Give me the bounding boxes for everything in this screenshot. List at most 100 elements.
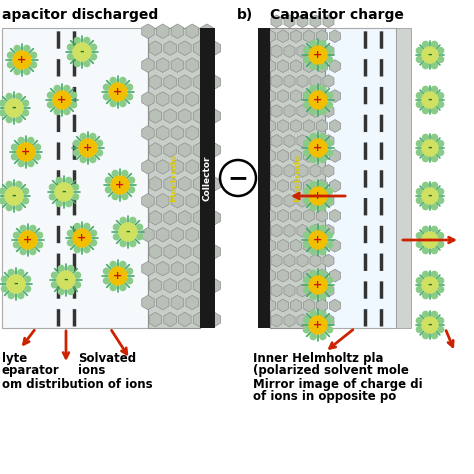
Circle shape [130,240,136,246]
Circle shape [30,52,36,58]
Polygon shape [329,60,340,73]
Polygon shape [193,177,206,191]
Circle shape [91,54,97,60]
Polygon shape [264,239,275,252]
Polygon shape [284,45,295,57]
Circle shape [423,311,428,318]
Circle shape [35,144,41,150]
Circle shape [431,134,438,140]
Circle shape [52,282,57,288]
Circle shape [49,184,55,190]
Polygon shape [264,60,275,73]
Polygon shape [284,75,295,88]
Text: Inner Helmholtz pla: Inner Helmholtz pla [253,352,383,365]
Polygon shape [271,135,282,147]
Polygon shape [149,143,162,157]
Circle shape [16,117,22,123]
Polygon shape [271,15,282,27]
Polygon shape [264,269,275,282]
Text: -: - [428,191,432,201]
Circle shape [112,171,118,176]
Circle shape [74,282,81,288]
Polygon shape [329,299,340,312]
Circle shape [103,84,109,90]
Circle shape [423,204,428,210]
Circle shape [17,143,35,161]
Circle shape [1,286,8,292]
Circle shape [309,276,327,294]
Circle shape [74,246,80,253]
Polygon shape [179,312,191,327]
Circle shape [14,69,20,74]
Polygon shape [317,60,328,73]
Polygon shape [303,119,314,132]
Text: of ions in opposite po: of ions in opposite po [253,390,396,403]
Polygon shape [208,278,220,293]
Polygon shape [271,164,282,177]
Polygon shape [291,90,301,102]
Circle shape [320,64,326,70]
Polygon shape [277,210,289,222]
Circle shape [327,242,333,248]
Circle shape [84,37,90,44]
Circle shape [416,318,422,324]
Circle shape [320,293,326,300]
Text: -: - [126,227,130,237]
Polygon shape [291,180,301,192]
Polygon shape [264,210,275,222]
Polygon shape [149,245,162,259]
Polygon shape [142,261,154,276]
Circle shape [327,140,333,146]
Circle shape [11,144,18,150]
Polygon shape [186,126,199,140]
Circle shape [423,272,428,277]
Text: +: + [21,147,31,157]
Text: -: - [12,103,16,113]
Circle shape [320,182,326,187]
Polygon shape [317,119,328,132]
Polygon shape [193,210,206,225]
Circle shape [16,205,22,210]
Circle shape [438,149,444,155]
Bar [148,28,200,328]
Circle shape [422,92,438,108]
Circle shape [84,61,90,66]
Text: +: + [77,233,87,243]
Polygon shape [264,299,275,312]
Polygon shape [156,261,169,276]
Polygon shape [284,254,295,267]
Polygon shape [186,58,199,73]
Circle shape [327,327,333,333]
Circle shape [0,100,6,106]
Polygon shape [303,239,314,252]
Polygon shape [323,224,334,237]
Circle shape [431,311,438,318]
Circle shape [120,218,126,223]
Polygon shape [271,75,282,88]
Circle shape [303,232,310,238]
Polygon shape [284,224,295,237]
Circle shape [57,271,75,289]
Text: +: + [57,95,67,105]
Polygon shape [164,177,176,191]
Polygon shape [171,126,184,140]
Polygon shape [156,126,169,140]
Polygon shape [303,299,314,312]
Circle shape [438,47,444,54]
Circle shape [5,187,23,205]
Polygon shape [156,24,169,38]
Circle shape [438,197,444,203]
Circle shape [127,278,133,284]
Circle shape [438,278,444,283]
Polygon shape [193,41,206,55]
Circle shape [6,117,12,123]
Circle shape [73,140,80,146]
Circle shape [303,188,310,194]
Circle shape [303,242,310,248]
Circle shape [79,139,97,157]
Polygon shape [329,90,340,102]
Text: +: + [313,280,323,290]
Polygon shape [142,295,154,310]
Text: +: + [313,143,323,153]
Circle shape [416,101,422,108]
